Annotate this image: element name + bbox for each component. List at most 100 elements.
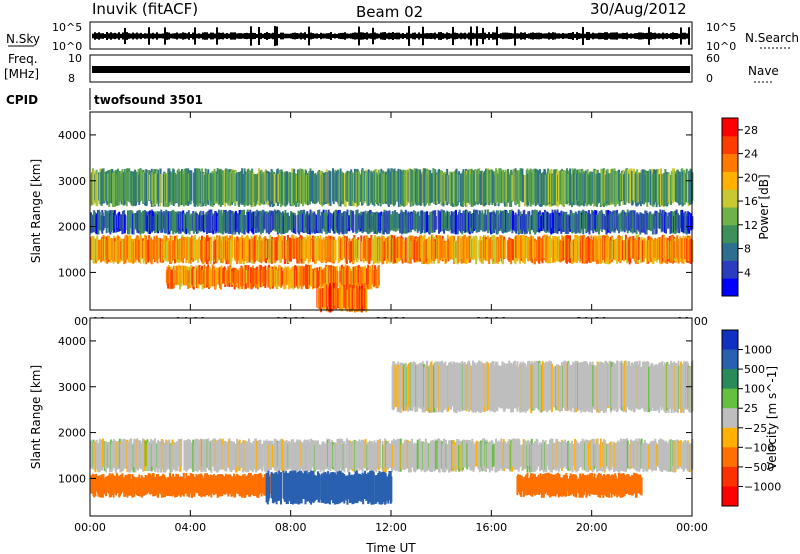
noise-mark (376, 33, 378, 39)
noise-mark (106, 32, 108, 40)
power-mark (180, 265, 183, 284)
power-mark (278, 264, 281, 288)
velocity-mark (581, 362, 584, 410)
velocity-mark (315, 476, 318, 500)
power-mark (199, 267, 202, 285)
velocity-mark (278, 441, 281, 472)
velocity-mark (187, 475, 190, 494)
power-mark (488, 238, 491, 264)
power-mark (335, 170, 338, 202)
noise-mark (124, 27, 126, 45)
noise-mark (500, 33, 502, 39)
velocity-mark (545, 444, 548, 473)
velocity-mark (105, 441, 108, 473)
noise-mark (246, 32, 248, 40)
noise-mark (174, 33, 176, 39)
velocity-mark (268, 476, 271, 499)
power-mark (649, 213, 652, 232)
noise-mark (160, 33, 162, 39)
noise-mark (682, 32, 684, 40)
power-mark (415, 214, 418, 229)
power-mark (348, 215, 351, 232)
station-title: Inuvik (fitACF) (92, 0, 198, 18)
velocity-mark (575, 476, 578, 498)
noise-mark (204, 32, 206, 40)
velocity-mark (661, 361, 664, 408)
power-mark (197, 214, 200, 231)
power-mark (623, 240, 626, 261)
power-mark (175, 174, 178, 204)
power-mark (364, 210, 367, 232)
power-mark (601, 168, 604, 207)
power-mark (377, 265, 380, 286)
power-mark (388, 210, 391, 232)
velocity-mark (121, 473, 124, 493)
power-mark (354, 266, 357, 284)
noise-mark (288, 33, 290, 39)
y-tick-label: 1000 (58, 266, 86, 279)
power-mark (126, 168, 129, 201)
power-mark (542, 171, 545, 205)
noise-mark (216, 27, 218, 45)
noise-mark (556, 33, 558, 39)
power-mark (466, 238, 469, 259)
noise-mark (604, 32, 606, 40)
velocity-mark (170, 476, 173, 493)
noise-mark (156, 32, 158, 40)
noise-mark (470, 26, 472, 46)
power-mark (132, 241, 135, 264)
velocity-mark (545, 472, 548, 493)
power-mark (200, 215, 203, 232)
velocity-mark (556, 364, 559, 411)
power-mark (446, 175, 449, 203)
velocity-mark (486, 362, 489, 411)
noise-mark (178, 33, 180, 39)
power-mark (330, 238, 333, 262)
velocity-mark (670, 364, 673, 413)
noise-mark (284, 33, 286, 39)
power-colorbar-tick: 20 (744, 171, 758, 184)
noise-mark (356, 32, 358, 40)
noise-mark (522, 32, 524, 40)
velocity-mark (688, 444, 691, 473)
velocity-mark (681, 443, 684, 467)
velocity-mark (678, 440, 681, 466)
velocity-mark (444, 361, 447, 409)
noise-mark (686, 33, 688, 39)
velocity-mark (656, 443, 659, 467)
velocity-mark (196, 475, 199, 492)
noise-mark (104, 33, 106, 39)
noise-mark (624, 32, 626, 40)
velocity-mark (537, 445, 540, 467)
velocity-mark (301, 472, 304, 499)
noise-mark (320, 32, 322, 40)
power-mark (518, 174, 521, 207)
noise-mark (636, 33, 638, 39)
freq-unit: [MHz] (4, 67, 39, 81)
power-mark (390, 216, 393, 230)
velocity-mark (643, 365, 646, 412)
velocity-colorbar-tick: 100 (744, 383, 765, 396)
velocity-colorbar-swatch (722, 466, 738, 487)
power-mark (167, 238, 170, 262)
power-mark (498, 234, 501, 259)
velocity-mark (496, 443, 499, 467)
velocity-mark (658, 362, 661, 407)
power-mark (182, 236, 185, 264)
power-mark (602, 214, 605, 230)
power-mark (217, 267, 220, 284)
power-mark (290, 211, 293, 231)
noise-mark (540, 32, 542, 40)
power-mark (288, 269, 291, 290)
noise-mark (172, 33, 174, 39)
power-mark (584, 211, 587, 229)
noise-mark (512, 33, 514, 39)
power-mark (434, 216, 437, 230)
noise-mark (300, 32, 302, 40)
power-mark (270, 266, 273, 287)
noise-mark (370, 33, 372, 39)
power-mark (127, 235, 130, 263)
power-mark (187, 173, 190, 202)
noise-right-label: N.Search (745, 31, 799, 45)
velocity-mark (158, 479, 161, 492)
